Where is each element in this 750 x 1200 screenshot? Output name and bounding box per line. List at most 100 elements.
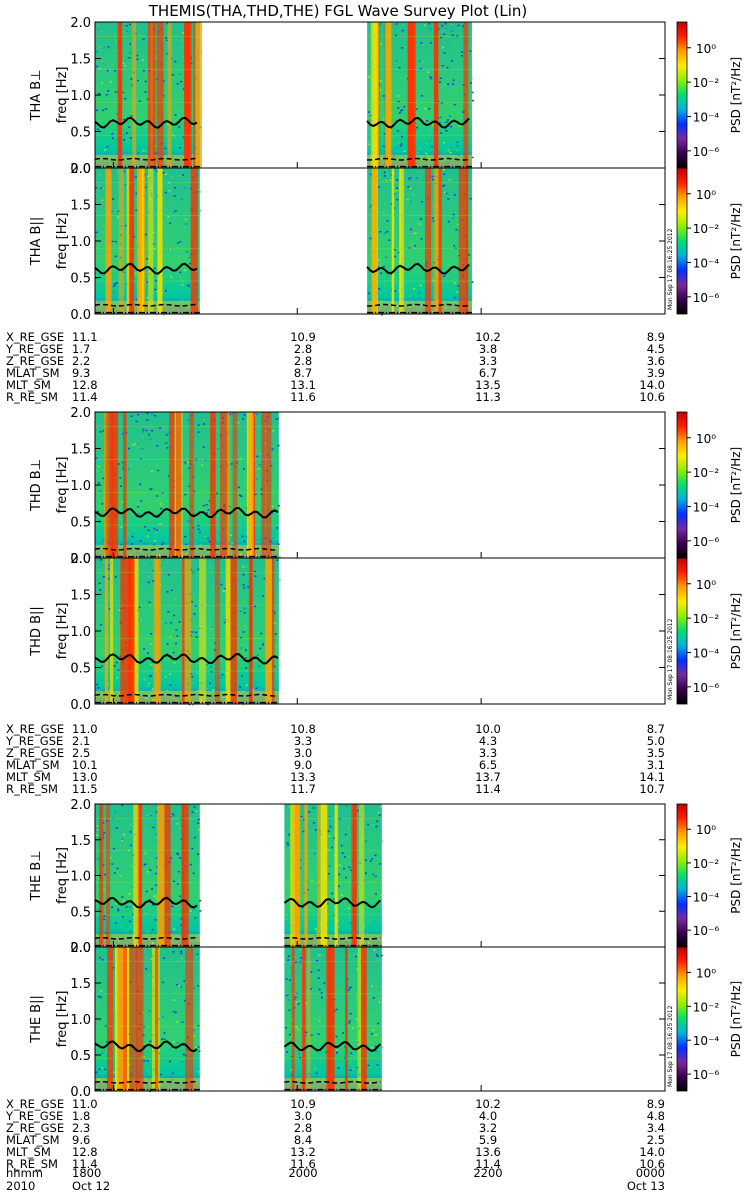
colorbar-tick-label: 10⁻⁴ [693,500,720,514]
ephemeris-label: Y_RE_GSE [5,1109,63,1123]
colorbar-scale [676,946,688,1092]
time-tick-label: 2000 [288,1166,317,1180]
gyrofrequency-line [94,896,198,909]
time-tick-label: 0000 [636,1166,665,1180]
panel-label: THA B|| [29,217,44,266]
helium-gyrofrequency-line [367,157,470,161]
ephemeris-value: 3.3 [479,746,497,760]
colorbar: 10⁰ 10⁻² 10⁻⁴ 10⁻⁶ PSD [nT²/Hz] Mon Sep 17 08… [667,946,743,1092]
ephemeris-value: 13.7 [475,770,501,784]
colorbar-tick-label: 10⁻⁴ [693,110,720,124]
y-tick-label: 2.0 [70,16,91,31]
ephemeris-value: 13.5 [475,378,501,392]
gyrofrequency-line [94,653,279,665]
ephemeris-value: 6.7 [479,366,497,380]
spectrogram-data-block [367,168,472,314]
y-tick-label: 1.0 [70,1013,91,1028]
ephemeris-value: 2.5 [647,1133,665,1147]
ephemeris-label: R_RE_SM [6,390,58,404]
spectrogram-panel-the-bperp: 0.0 0.5 1.0 1.5 2.0 THE B⊥ freq [Hz] [29,798,666,956]
ephemeris-value: 5.0 [647,734,665,748]
y-tick-label: 1.0 [70,870,91,885]
ephemeris-value: 11.4 [72,1157,98,1171]
ephemeris-value: 9.3 [72,366,90,380]
colorbar-tick-label: 10⁻⁴ [693,891,720,905]
ephemeris-value: 2.5 [72,746,90,760]
colorbar-label: PSD [nT²/Hz] [729,593,743,669]
y-axis-label: freq [Hz] [55,847,70,904]
y-tick-label: 0.5 [70,905,91,920]
ephemeris-label: Y_RE_GSE [5,342,63,356]
colorbar: 10⁰ 10⁻² 10⁻⁴ 10⁻⁶ PSD [nT²/Hz] [676,411,743,559]
ephemeris-value: 9.6 [72,1133,90,1147]
ephemeris-table-tha: X_RE_GSE 11.1 10.9 10.2 8.9 Y_RE_GSE 1.7 2.8 3.8… [5,330,665,404]
helium-gyrofrequency-line [94,693,279,697]
spectrogram-panel-the-bpar: 0.0 0.5 1.0 1.5 2.0 THE B|| freq [Hz] [29,941,666,1100]
ephemeris-value: 2.8 [294,1121,312,1135]
ephemeris-label: MLAT_SM [6,1133,60,1147]
colorbar-label: PSD [nT²/Hz] [729,57,743,133]
spectrogram-panel-thd-bpar: 0.0 0.5 1.0 1.5 2.0 THD B|| freq [Hz] [29,552,666,713]
gyrofrequency-line [366,116,470,129]
broadband-bursts [290,804,365,947]
y-tick-label: 0.0 [70,941,91,956]
broadband-bursts [104,412,272,558]
colorbar-tick-label: 10⁻² [693,857,720,871]
colorbar: 10⁰ 10⁻² 10⁻⁴ 10⁻⁶ PSD [nT²/Hz] Mon Sep 17 08… [667,557,743,705]
ephemeris-value: 1.8 [72,1109,90,1123]
timestamp-stamp: Mon Sep 17 08:16:25 2012 [667,618,674,700]
helium-gyrofrequency-line [284,1080,381,1084]
panel-label: THE B|| [29,995,44,1044]
helium-gyrofrequency-line [94,157,198,161]
ephemeris-value: 2.2 [72,354,90,368]
ephemeris-value: 2.8 [294,342,312,356]
y-tick-label: 0.5 [70,1049,91,1064]
ephemeris-label: MLAT_SM [6,758,60,772]
ephemeris-value: 11.0 [72,722,98,736]
y-tick-label: 0.5 [70,516,91,531]
broadband-bursts [99,804,189,947]
ephemeris-value: 3.8 [479,342,497,356]
ephemeris-value: 10.9 [290,1097,316,1111]
ephemeris-value: 8.7 [294,366,312,380]
y-tick-label: 1.0 [70,479,91,494]
ephemeris-value: 3.4 [647,1121,665,1135]
panel-label: THD B|| [29,606,44,657]
colorbar-tick-label: 10⁻⁴ [693,1034,720,1048]
colorbar-tick-label: 10⁻⁶ [693,924,720,938]
colorbar-tick-label: 10⁻⁴ [693,646,720,660]
y-tick-label: 1.5 [70,53,91,68]
y-tick-label: 0.5 [70,272,91,287]
helium-gyrofrequency-line [284,936,381,940]
ephemeris-value: 3.9 [647,366,665,380]
gyrofrequency-line [94,262,198,275]
ephemeris-label: X_RE_GSE [6,722,64,736]
broadband-bursts [370,22,469,168]
spectrogram-data-block [284,804,382,947]
colorbar-tick-label: 10⁻⁶ [693,291,720,305]
ephemeris-label: MLT_SM [6,378,51,392]
ephemeris-value: 8.4 [294,1133,312,1147]
ephemeris-label: Y_RE_GSE [5,734,63,748]
colorbar-label: PSD [nT²/Hz] [729,837,743,913]
ephemeris-value: 3.2 [479,1121,497,1135]
spectrogram-panel-thd-bperp: 0.0 0.5 1.0 1.5 2.0 THD B⊥ freq [Hz] [29,406,666,567]
ephemeris-value: 8.9 [647,330,665,344]
ephemeris-value: 4.0 [479,1109,497,1123]
y-axis-label: freq [Hz] [55,457,70,514]
ephemeris-value: 11.4 [475,782,501,796]
y-tick-label: 2.0 [70,552,91,567]
gyrofrequency-line [94,507,279,519]
y-tick-label: 0.5 [70,662,91,677]
colorbar-tick-label: 10⁻² [693,612,720,626]
ephemeris-label: Z_RE_GSE [6,746,64,760]
ephemeris-value: 11.0 [72,1097,98,1111]
ephemeris-value: 11.3 [475,390,501,404]
broadband-bursts [291,947,367,1091]
colorbar-label: PSD [nT²/Hz] [729,203,743,279]
ephemeris-value: 10.7 [639,782,665,796]
broadband-bursts [371,168,469,314]
broadband-bursts [107,947,194,1091]
